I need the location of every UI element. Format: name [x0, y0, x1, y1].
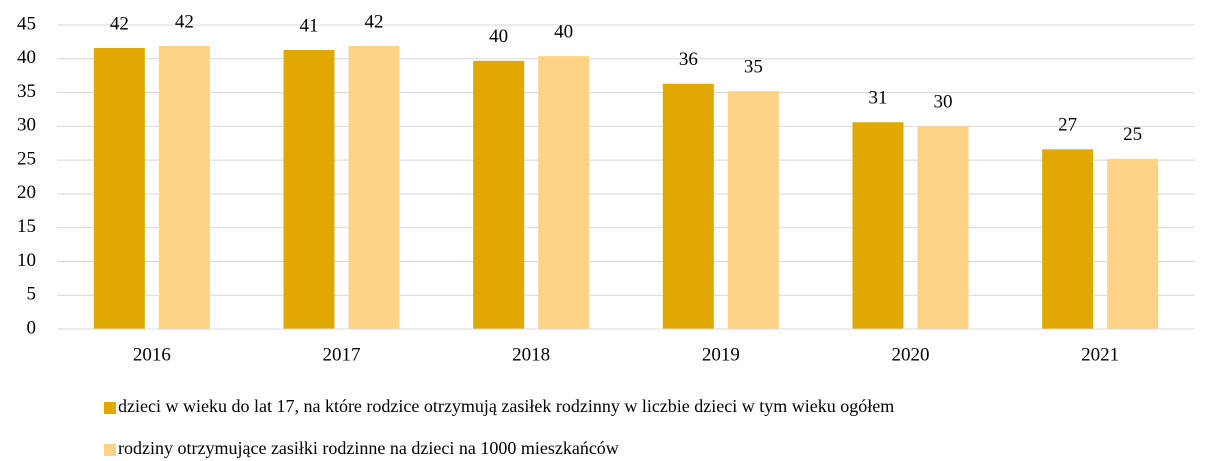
data-label: 42 [365, 11, 384, 32]
y-tick-label: 20 [17, 182, 36, 203]
data-label: 40 [489, 26, 508, 47]
x-tick-label: 2020 [892, 344, 930, 365]
bar [917, 126, 969, 329]
y-tick-label: 45 [17, 13, 36, 34]
legend-swatch [104, 402, 116, 414]
y-tick-label: 0 [27, 317, 37, 338]
y-tick-label: 25 [17, 148, 36, 169]
x-tick-label: 2021 [1081, 344, 1119, 365]
bar [1107, 158, 1159, 329]
bar [727, 91, 779, 330]
legend-label: rodziny otrzymujące zasiłki rodzinne na … [118, 438, 619, 458]
bar [283, 49, 335, 330]
legend-swatch [104, 444, 116, 456]
x-tick-label: 2019 [702, 344, 740, 365]
data-label: 27 [1058, 115, 1077, 136]
data-label: 42 [110, 13, 129, 34]
bar [538, 56, 590, 329]
bar [158, 45, 210, 329]
data-label: 30 [934, 92, 953, 113]
data-label: 41 [300, 15, 319, 36]
x-tick-label: 2017 [323, 344, 361, 365]
y-tick-label: 10 [17, 250, 36, 271]
data-label: 36 [679, 49, 698, 70]
y-tick-label: 5 [27, 284, 37, 305]
x-tick-label: 2018 [512, 344, 550, 365]
data-label: 31 [869, 88, 888, 109]
bar [473, 60, 525, 329]
bar [662, 83, 714, 329]
x-tick-label: 2016 [133, 344, 171, 365]
bar [1042, 149, 1094, 329]
data-label: 40 [554, 21, 573, 42]
y-tick-label: 35 [17, 81, 36, 102]
bar [93, 47, 145, 330]
y-tick-label: 15 [17, 216, 36, 237]
y-tick-label: 40 [17, 47, 36, 68]
bar [852, 122, 904, 329]
data-label: 42 [175, 11, 194, 32]
data-label: 25 [1123, 124, 1142, 145]
data-label: 35 [744, 57, 763, 78]
bar [348, 45, 400, 329]
legend-label: dzieci w wieku do lat 17, na które rodzi… [118, 396, 894, 416]
y-tick-label: 30 [17, 115, 36, 136]
